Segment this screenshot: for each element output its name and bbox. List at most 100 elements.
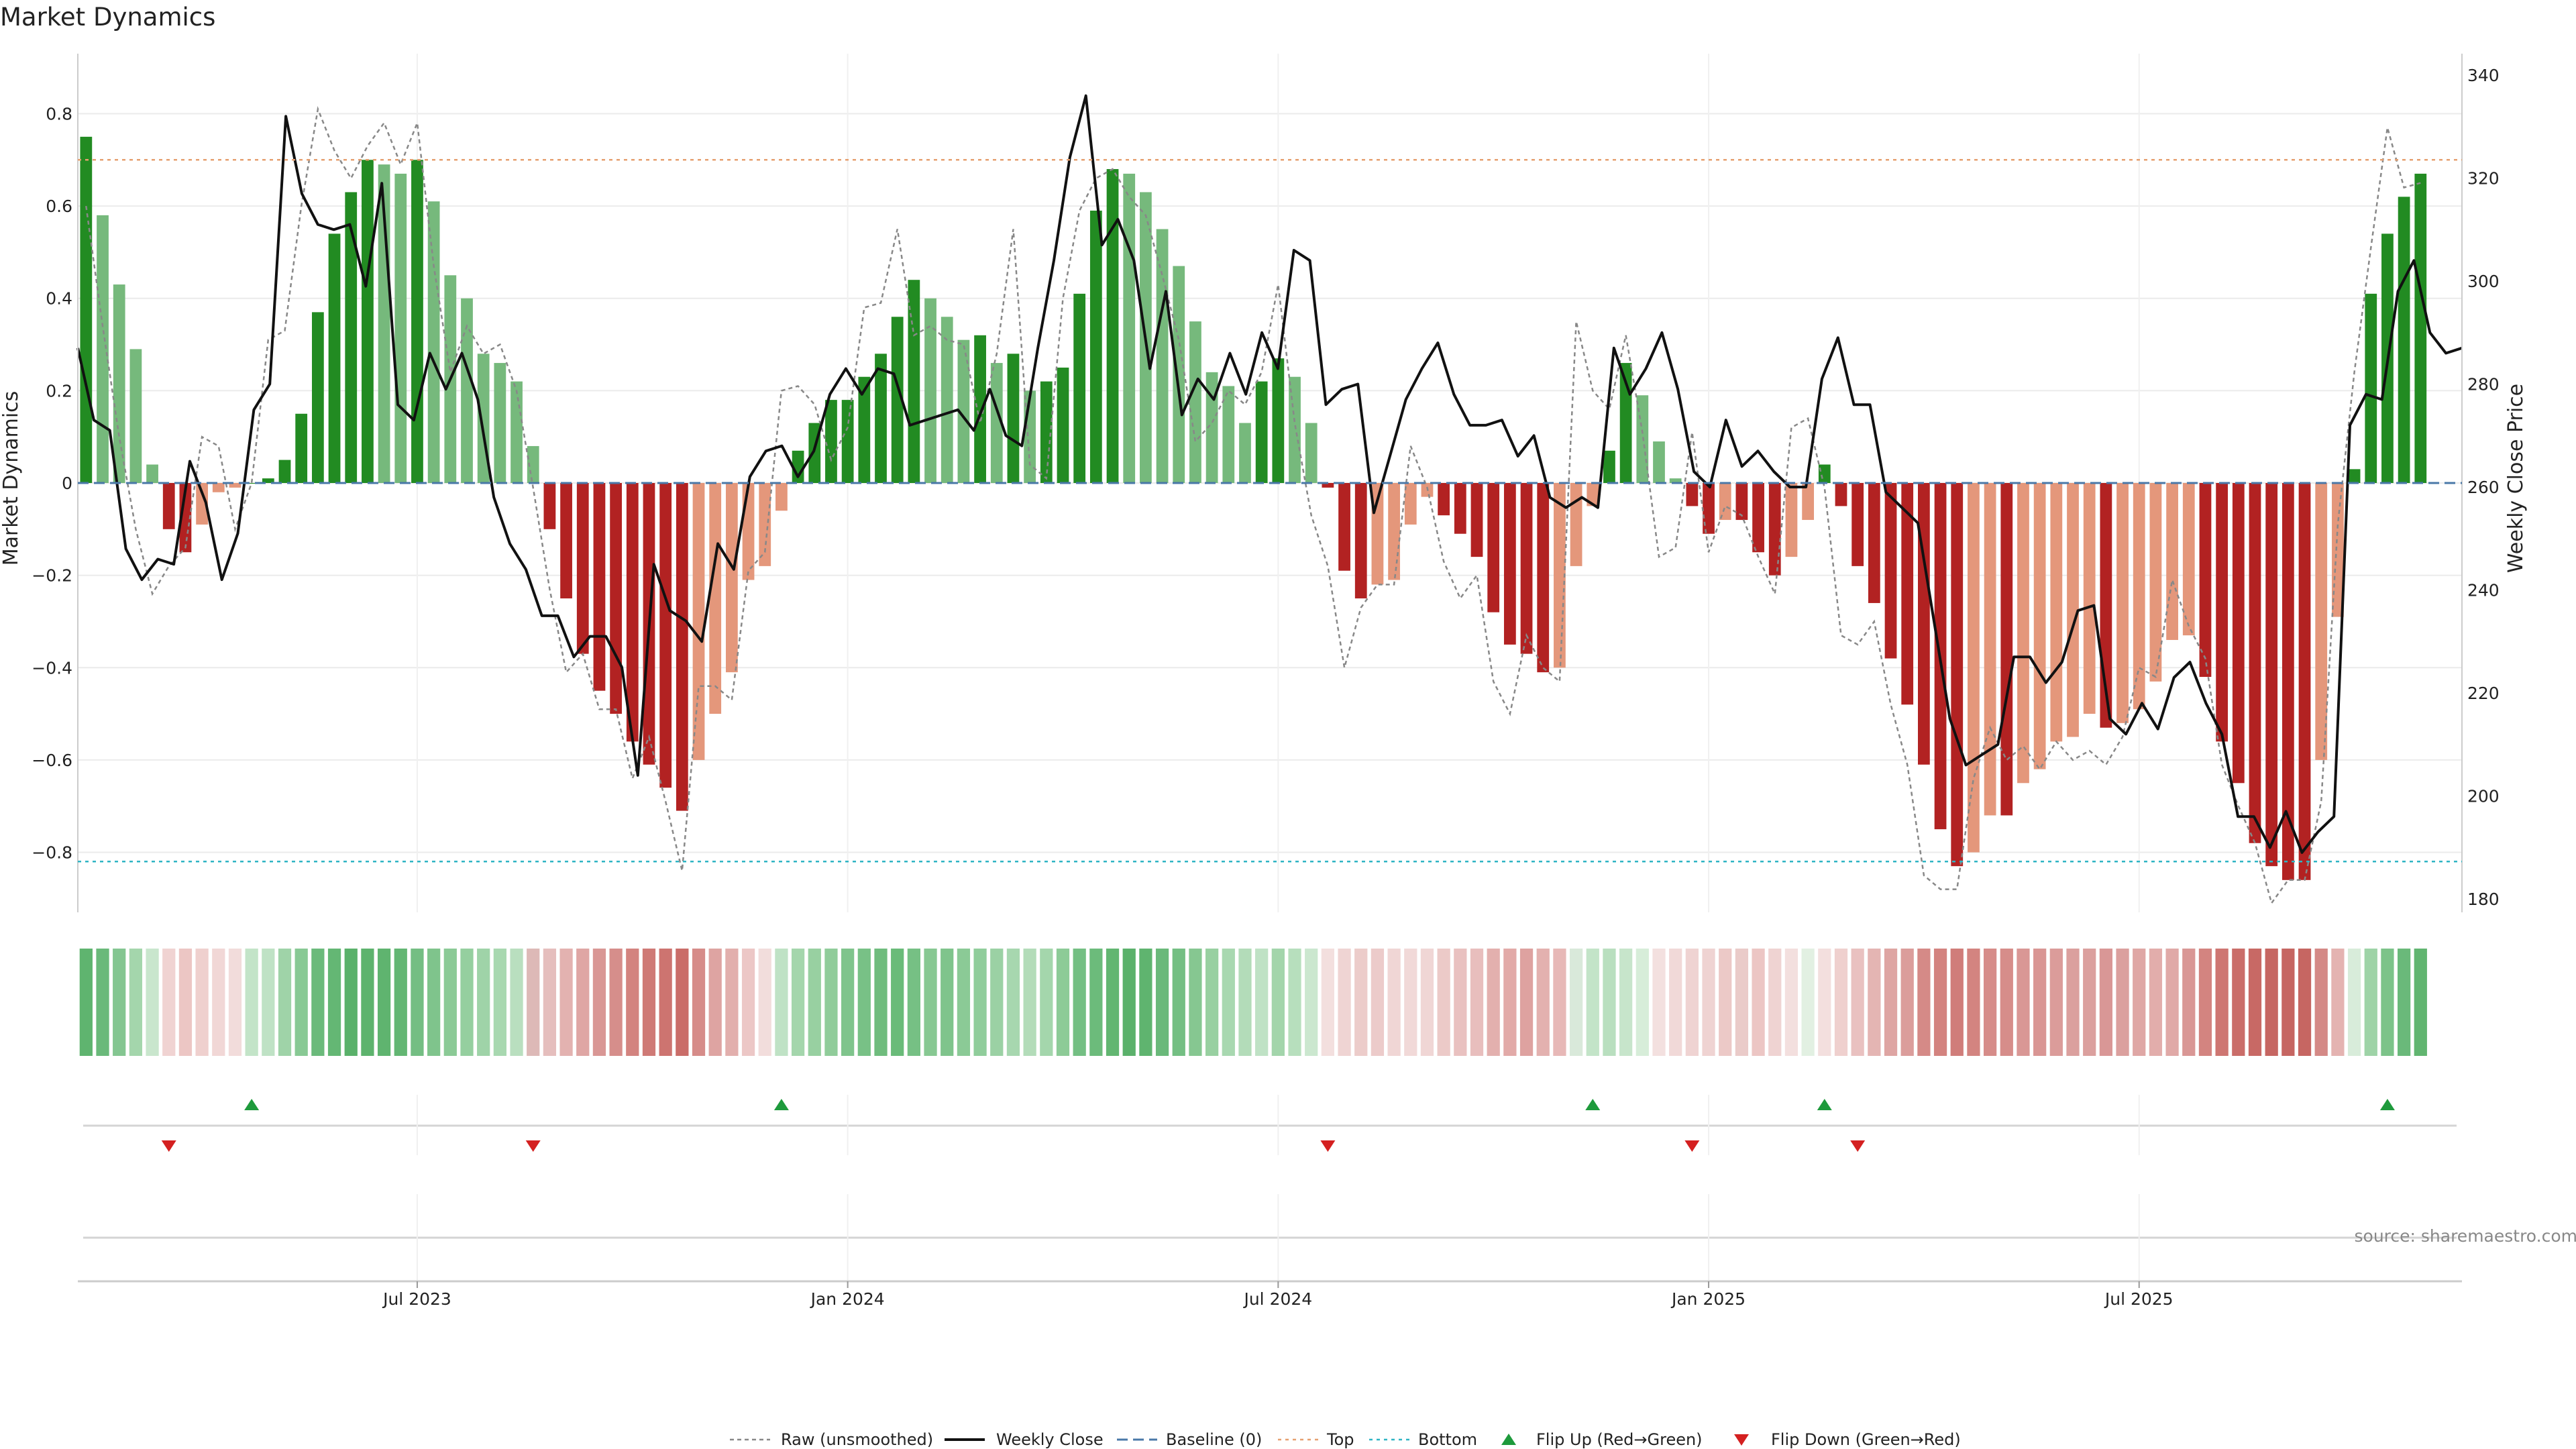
heat-cell bbox=[1089, 949, 1103, 1056]
heat-cell bbox=[2066, 949, 2080, 1056]
market-dynamics-bar bbox=[411, 160, 423, 483]
heat-cell bbox=[1950, 949, 1964, 1056]
y-tick-label: 0.2 bbox=[46, 381, 72, 400]
market-dynamics-bar bbox=[328, 233, 341, 483]
heat-cell bbox=[2282, 949, 2295, 1056]
market-dynamics-bar bbox=[1537, 483, 1550, 673]
heat-cell bbox=[659, 949, 672, 1056]
heat-cell bbox=[1338, 949, 1351, 1056]
market-dynamics-bar bbox=[1470, 483, 1483, 557]
heat-cell bbox=[1884, 949, 1898, 1056]
heat-cell bbox=[1106, 949, 1120, 1056]
heat-cell bbox=[1040, 949, 1053, 1056]
market-dynamics-bar bbox=[2298, 483, 2311, 880]
heat-cell bbox=[294, 949, 308, 1056]
heat-cell bbox=[1122, 949, 1136, 1056]
y2-tick-labels: 340 320 300 280 260 240 220 200 180 bbox=[2467, 66, 2500, 909]
market-dynamics-bar bbox=[576, 483, 589, 654]
heat-cell bbox=[1851, 949, 1864, 1056]
market-dynamics-bar bbox=[1089, 210, 1102, 483]
heat-cell bbox=[559, 949, 573, 1056]
heat-cell bbox=[1255, 949, 1269, 1056]
market-dynamics-bar bbox=[990, 363, 1003, 483]
heat-cell bbox=[692, 949, 706, 1056]
market-dynamics-bar bbox=[610, 483, 623, 714]
raw-line bbox=[85, 106, 2421, 906]
flip-up-marker bbox=[244, 1099, 260, 1110]
heat-cell bbox=[477, 949, 490, 1056]
market-dynamics-bar bbox=[875, 354, 887, 483]
heat-cell bbox=[924, 949, 937, 1056]
y-tick-label: −0.4 bbox=[32, 658, 72, 678]
heat-cell bbox=[1172, 949, 1185, 1056]
heat-cell bbox=[2017, 949, 2030, 1056]
heat-cell bbox=[2198, 949, 2212, 1056]
market-dynamics-bar bbox=[394, 173, 407, 483]
market-dynamics-bar bbox=[2398, 197, 2410, 483]
market-dynamics-bar bbox=[1603, 450, 1615, 483]
legend-flip-up-marker bbox=[1501, 1434, 1516, 1445]
heat-cell bbox=[1719, 949, 1732, 1056]
flip-markers-panel bbox=[83, 1095, 2457, 1155]
market-dynamics-bar bbox=[2182, 483, 2195, 636]
heat-cell bbox=[2248, 949, 2262, 1056]
market-dynamics-bar bbox=[2199, 483, 2212, 678]
market-dynamics-bar bbox=[2083, 483, 2096, 714]
market-dynamics-bar bbox=[974, 335, 986, 483]
market-dynamics-bar bbox=[709, 483, 722, 714]
market-dynamics-bar bbox=[1735, 483, 1748, 521]
market-dynamics-bar bbox=[2149, 483, 2162, 682]
heat-cell bbox=[1685, 949, 1699, 1056]
y2-tick-label: 220 bbox=[2467, 684, 2500, 703]
heat-cell bbox=[1271, 949, 1285, 1056]
heat-cell bbox=[1967, 949, 1980, 1056]
market-dynamics-bar bbox=[1189, 321, 1201, 483]
heat-cell bbox=[527, 949, 540, 1056]
heat-cell bbox=[1917, 949, 1931, 1056]
market-dynamics-bar bbox=[2365, 293, 2377, 483]
y-axis-label: Market Dynamics bbox=[0, 391, 23, 566]
market-dynamics-bar bbox=[97, 215, 109, 483]
heat-cell bbox=[2165, 949, 2179, 1056]
flip-down-marker bbox=[1850, 1140, 1866, 1152]
market-dynamics-bar bbox=[1255, 381, 1268, 483]
heat-cell bbox=[758, 949, 771, 1056]
market-dynamics-bar bbox=[1106, 169, 1119, 483]
flip-down-marker bbox=[1320, 1140, 1336, 1152]
heat-strip bbox=[79, 949, 2427, 1056]
flip-up-marker bbox=[2379, 1099, 2395, 1110]
heat-cell bbox=[874, 949, 888, 1056]
heat-cell bbox=[2298, 949, 2312, 1056]
market-dynamics-bar bbox=[1984, 483, 1996, 816]
market-dynamics-bar bbox=[1884, 483, 1897, 659]
heat-cell bbox=[493, 949, 506, 1056]
heat-cell bbox=[1454, 949, 1467, 1056]
y-tick-label: 0.4 bbox=[46, 289, 72, 309]
y2-tick-label: 300 bbox=[2467, 272, 2500, 291]
heat-cell bbox=[941, 949, 954, 1056]
market-dynamics-bar bbox=[543, 483, 556, 529]
market-dynamics-bar bbox=[427, 201, 440, 483]
market-dynamics-bar bbox=[759, 483, 771, 566]
y-tick-label: 0.6 bbox=[46, 197, 72, 216]
heat-cell bbox=[2232, 949, 2245, 1056]
market-dynamics-bar bbox=[1354, 483, 1367, 599]
market-dynamics-bar bbox=[2050, 483, 2063, 742]
heat-cell bbox=[1768, 949, 1782, 1056]
heat-cell bbox=[411, 949, 424, 1056]
y2-tick-label: 180 bbox=[2467, 890, 2500, 909]
market-dynamics-bar bbox=[1653, 441, 1665, 483]
heat-cell bbox=[1652, 949, 1666, 1056]
market-dynamics-bar bbox=[1388, 483, 1400, 580]
market-dynamics-bar bbox=[2067, 483, 2079, 737]
heat-cell bbox=[1900, 949, 1914, 1056]
heat-cell bbox=[228, 949, 242, 1056]
market-dynamics-bar bbox=[345, 192, 358, 483]
market-dynamics-bar bbox=[1951, 483, 1964, 867]
y2-tick-label: 280 bbox=[2467, 375, 2500, 394]
heat-cell bbox=[1470, 949, 1484, 1056]
heat-cell bbox=[1321, 949, 1335, 1056]
heat-cell bbox=[2149, 949, 2163, 1056]
heat-cell bbox=[1702, 949, 1715, 1056]
